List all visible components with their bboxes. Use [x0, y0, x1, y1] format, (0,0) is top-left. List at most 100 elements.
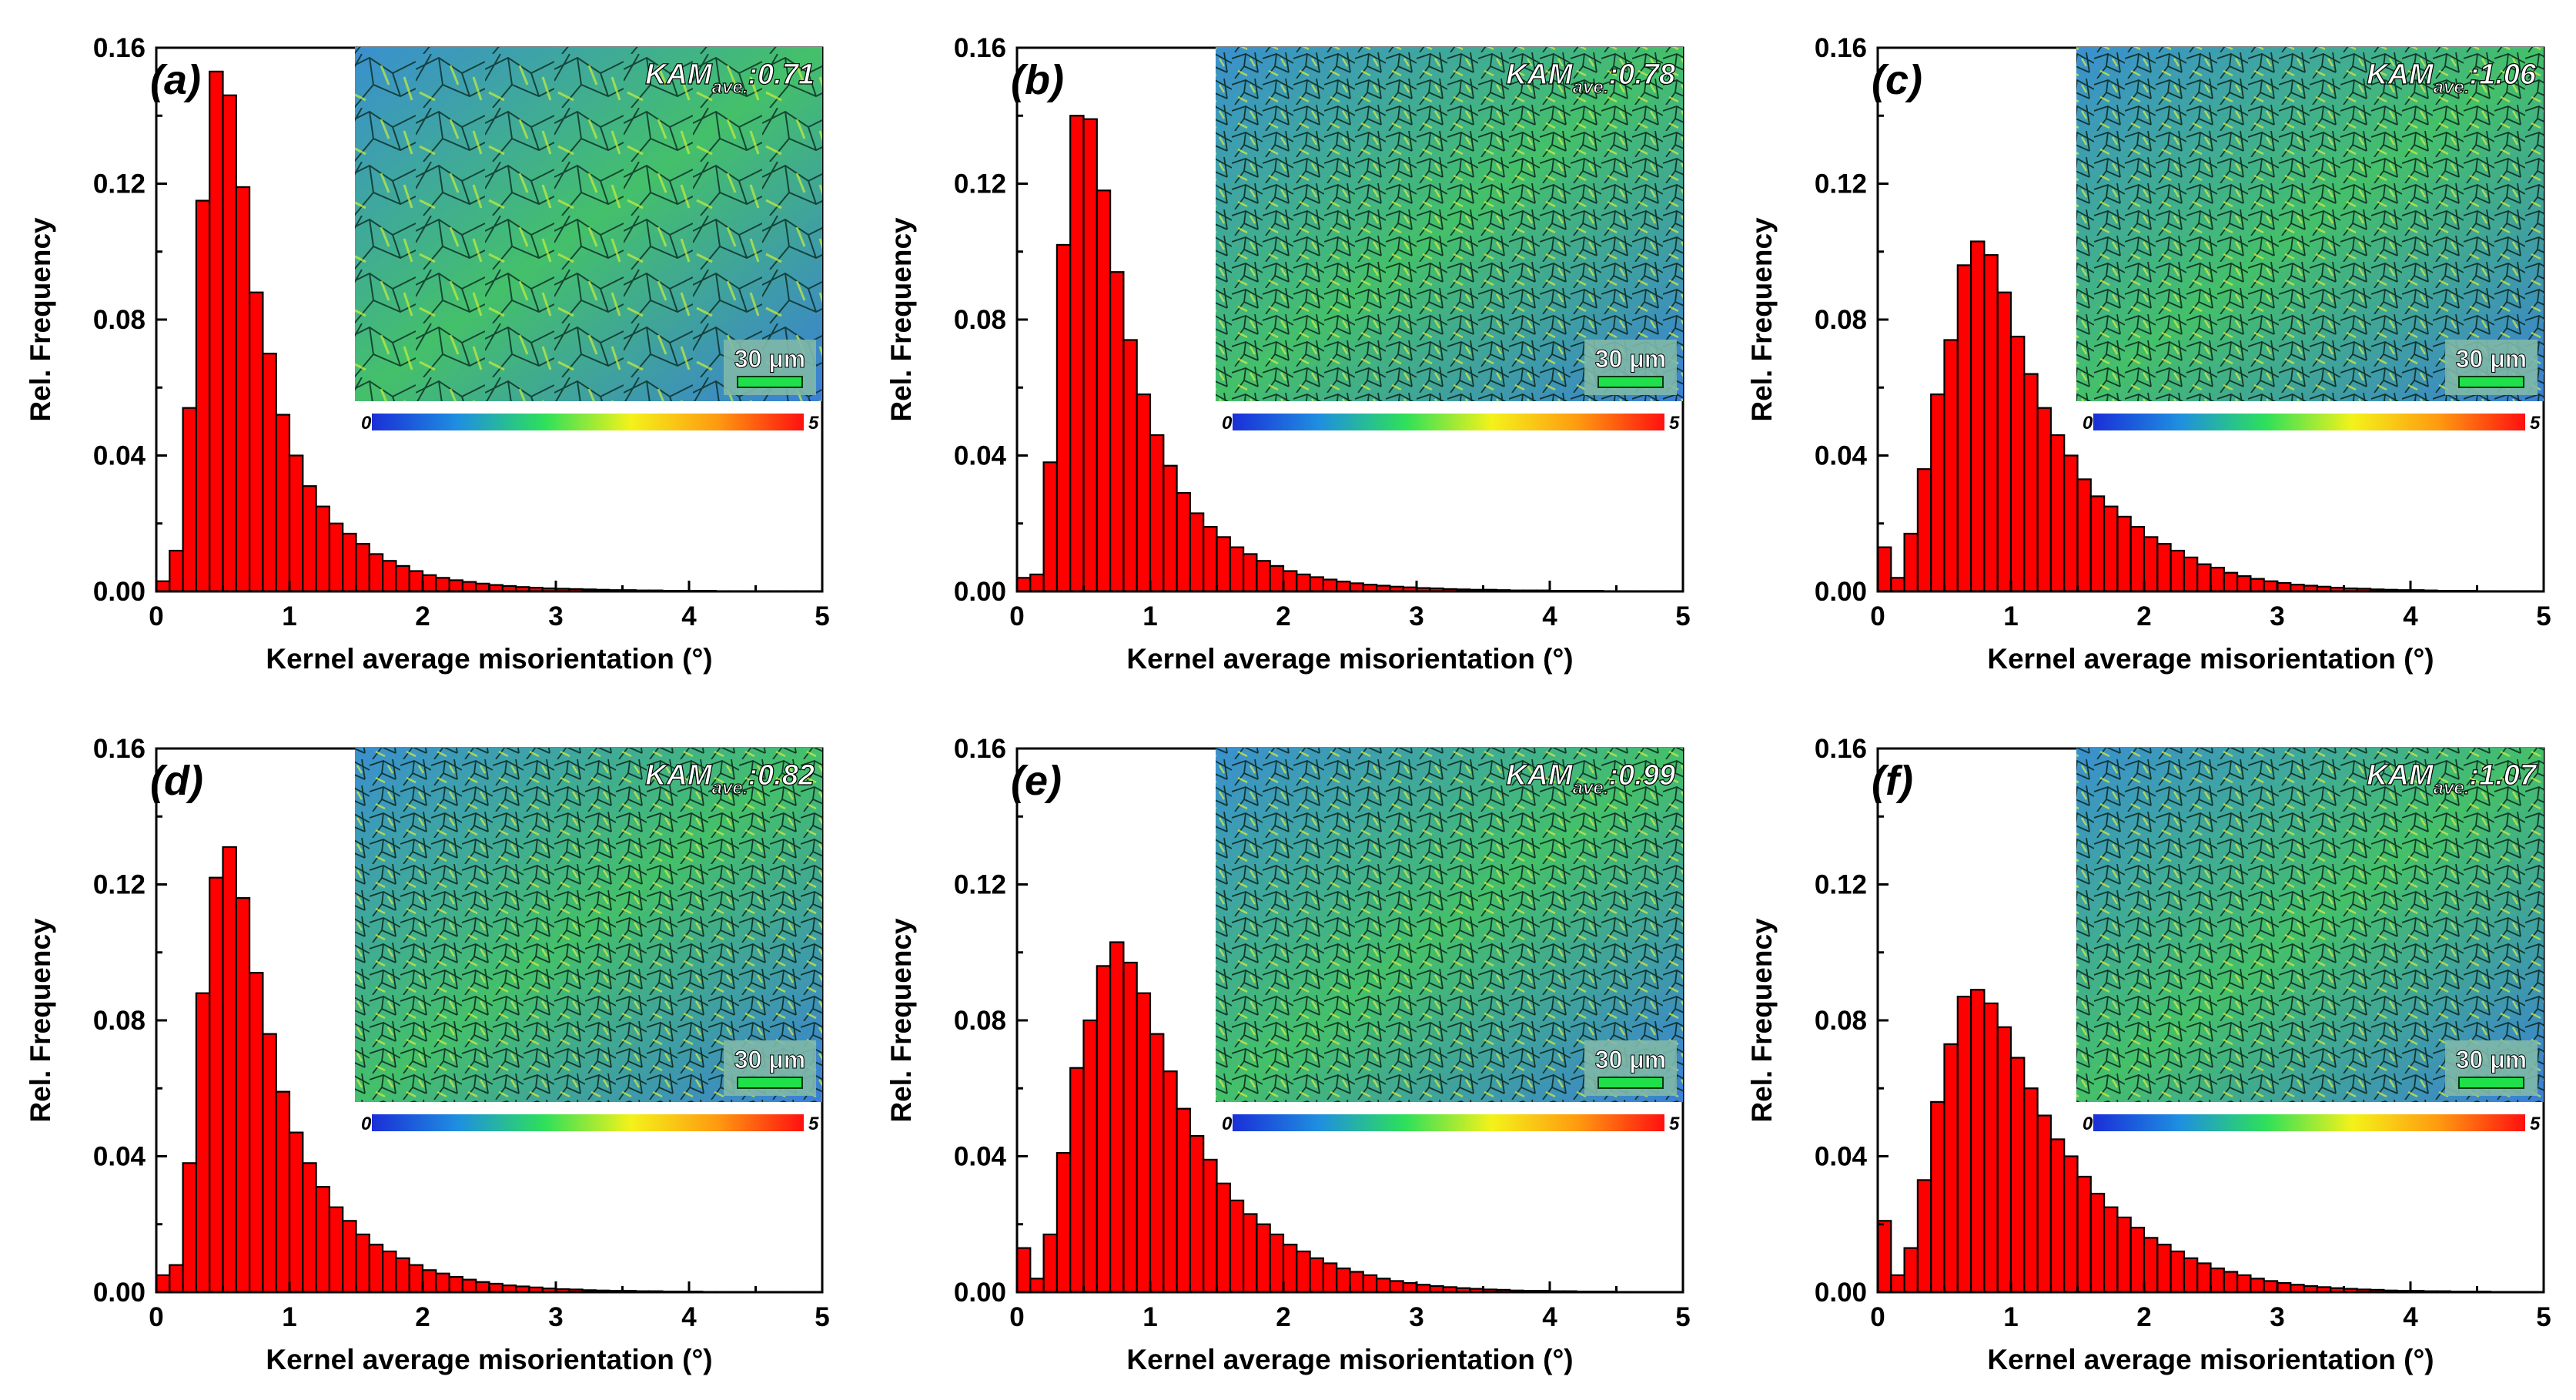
histogram-bar	[475, 1281, 490, 1294]
histogram-bar	[1375, 1278, 1391, 1294]
kam-prefix: KAM	[2367, 759, 2434, 792]
histogram-bar	[1229, 546, 1245, 593]
histogram-bar	[2143, 1237, 2159, 1294]
y-tick-label: 0.12	[93, 169, 146, 199]
y-tick-label: 0.16	[1815, 734, 1867, 764]
histogram-bar	[488, 1282, 503, 1294]
histogram-bar	[1876, 546, 1892, 593]
x-tick-label: 5	[1675, 1302, 1690, 1332]
y-tick-label: 0.04	[1815, 1142, 1868, 1172]
y-tick-label: 0.12	[954, 870, 1006, 900]
histogram-bar	[448, 1276, 463, 1294]
scale-bar-line	[1597, 376, 1664, 388]
histogram-bar	[2009, 1057, 2026, 1294]
x-tick-label: 5	[815, 1302, 829, 1332]
y-tick-label: 0.00	[1815, 1278, 1867, 1308]
histogram-bar	[1122, 339, 1138, 593]
histogram-bar	[1996, 1026, 2012, 1294]
x-tick-label: 3	[2270, 601, 2284, 631]
x-tick-label: 0	[149, 601, 163, 631]
histogram-bar	[448, 579, 463, 593]
panel-label: (c)	[1872, 57, 1922, 103]
kam-prefix: KAM	[1506, 59, 1574, 91]
x-tick-label: 1	[282, 601, 296, 631]
histogram-bar	[2076, 478, 2092, 593]
x-tick-label: 4	[681, 601, 697, 631]
histogram-bar	[169, 549, 184, 593]
panel-d: 0.00 0.04 0.08 0.12 0.16 0 1 2 3 4 5 Kernel average…	[25, 734, 830, 1375]
histogram-bar	[395, 564, 410, 593]
x-tick-label: 5	[1675, 601, 1690, 631]
histogram-bar	[1256, 560, 1271, 593]
kam-subscript: ave.	[712, 77, 748, 98]
x-tick-label: 5	[815, 601, 829, 631]
y-tick-label: 0.00	[93, 577, 146, 607]
colorbar-min-label: 0	[1222, 413, 1233, 434]
histogram-bar	[408, 570, 424, 593]
x-tick-label: 4	[681, 1302, 697, 1332]
histogram-bar	[2250, 578, 2265, 593]
histogram-bar	[2036, 407, 2052, 593]
histogram-bar	[209, 876, 224, 1294]
histogram-bar	[1890, 577, 1905, 593]
scale-bar-line	[737, 376, 803, 388]
y-tick-label: 0.08	[954, 1006, 1006, 1036]
y-tick-label: 0.12	[954, 169, 1006, 199]
x-tick-label: 2	[1276, 1302, 1290, 1332]
colorbar-max-label: 5	[1669, 413, 1680, 434]
histogram-bar	[249, 972, 264, 1294]
histogram-bar	[2196, 563, 2212, 593]
histogram-bar	[1349, 1271, 1364, 1294]
kam-prefix: KAM	[645, 759, 713, 792]
histogram-bar	[182, 1162, 198, 1294]
histogram-bar	[2196, 1262, 2212, 1294]
histogram-bar	[1082, 118, 1098, 593]
histogram-bar	[195, 199, 211, 593]
histogram-bar	[1309, 576, 1324, 593]
histogram-bar	[1956, 996, 1972, 1294]
histogram-bar	[1149, 1033, 1165, 1294]
histogram-bar	[2116, 515, 2132, 593]
histogram-bar	[262, 353, 277, 593]
panel-a: 0.00 0.04 0.08 0.12 0.16 0 1 2 3 4 5 Kernel average…	[25, 33, 830, 675]
histogram-bar	[1309, 1257, 1324, 1294]
scale-bar-line	[2458, 1077, 2524, 1089]
histogram-bar	[315, 505, 331, 593]
kam-value: :0.82	[748, 759, 815, 792]
colorbar	[372, 1114, 804, 1131]
x-tick-label: 0	[1009, 1302, 1024, 1332]
kam-map-inset: KAMave.:0.78 30 μm 0 5	[1216, 47, 1683, 434]
histogram-bar	[182, 407, 198, 593]
y-tick-label: 0.04	[954, 1142, 1007, 1172]
y-tick-label: 0.00	[954, 577, 1006, 607]
x-tick-label: 4	[2403, 1302, 2418, 1332]
panel-label: (d)	[150, 758, 203, 804]
histogram-bar	[155, 580, 171, 593]
histogram-bar	[1069, 1067, 1085, 1294]
x-axis-label: Kernel average misorientation (°)	[1126, 1344, 1573, 1375]
y-tick-label: 0.00	[954, 1278, 1006, 1308]
x-tick-label: 4	[1542, 1302, 1557, 1332]
histogram-bar	[1163, 1070, 1178, 1294]
colorbar-max-label: 5	[2530, 1114, 2541, 1134]
y-tick-label: 0.08	[1815, 1006, 1867, 1036]
x-tick-label: 2	[415, 1302, 430, 1332]
histogram-bar	[1349, 582, 1364, 593]
x-axis-label: Kernel average misorientation (°)	[1126, 643, 1573, 675]
colorbar-max-label: 5	[2530, 413, 2541, 434]
histogram-bar	[2276, 1281, 2292, 1294]
kam-subscript: ave.	[2434, 778, 2470, 799]
kam-value: :0.99	[1608, 759, 1675, 792]
panel-label: (e)	[1011, 758, 1062, 804]
colorbar-min-label: 0	[361, 1114, 372, 1134]
x-axis-label: Kernel average misorientation (°)	[1987, 1344, 2434, 1375]
histogram-bar	[461, 1278, 477, 1294]
histogram-bar	[275, 1090, 291, 1294]
histogram-bar	[1136, 393, 1152, 593]
histogram-bar	[1362, 1274, 1378, 1294]
x-tick-label: 2	[1276, 601, 1290, 631]
histogram-bar	[1956, 264, 1972, 593]
scale-bar-line	[1597, 1077, 1664, 1089]
y-tick-label: 0.08	[954, 305, 1006, 335]
histogram-bar	[2170, 549, 2186, 593]
